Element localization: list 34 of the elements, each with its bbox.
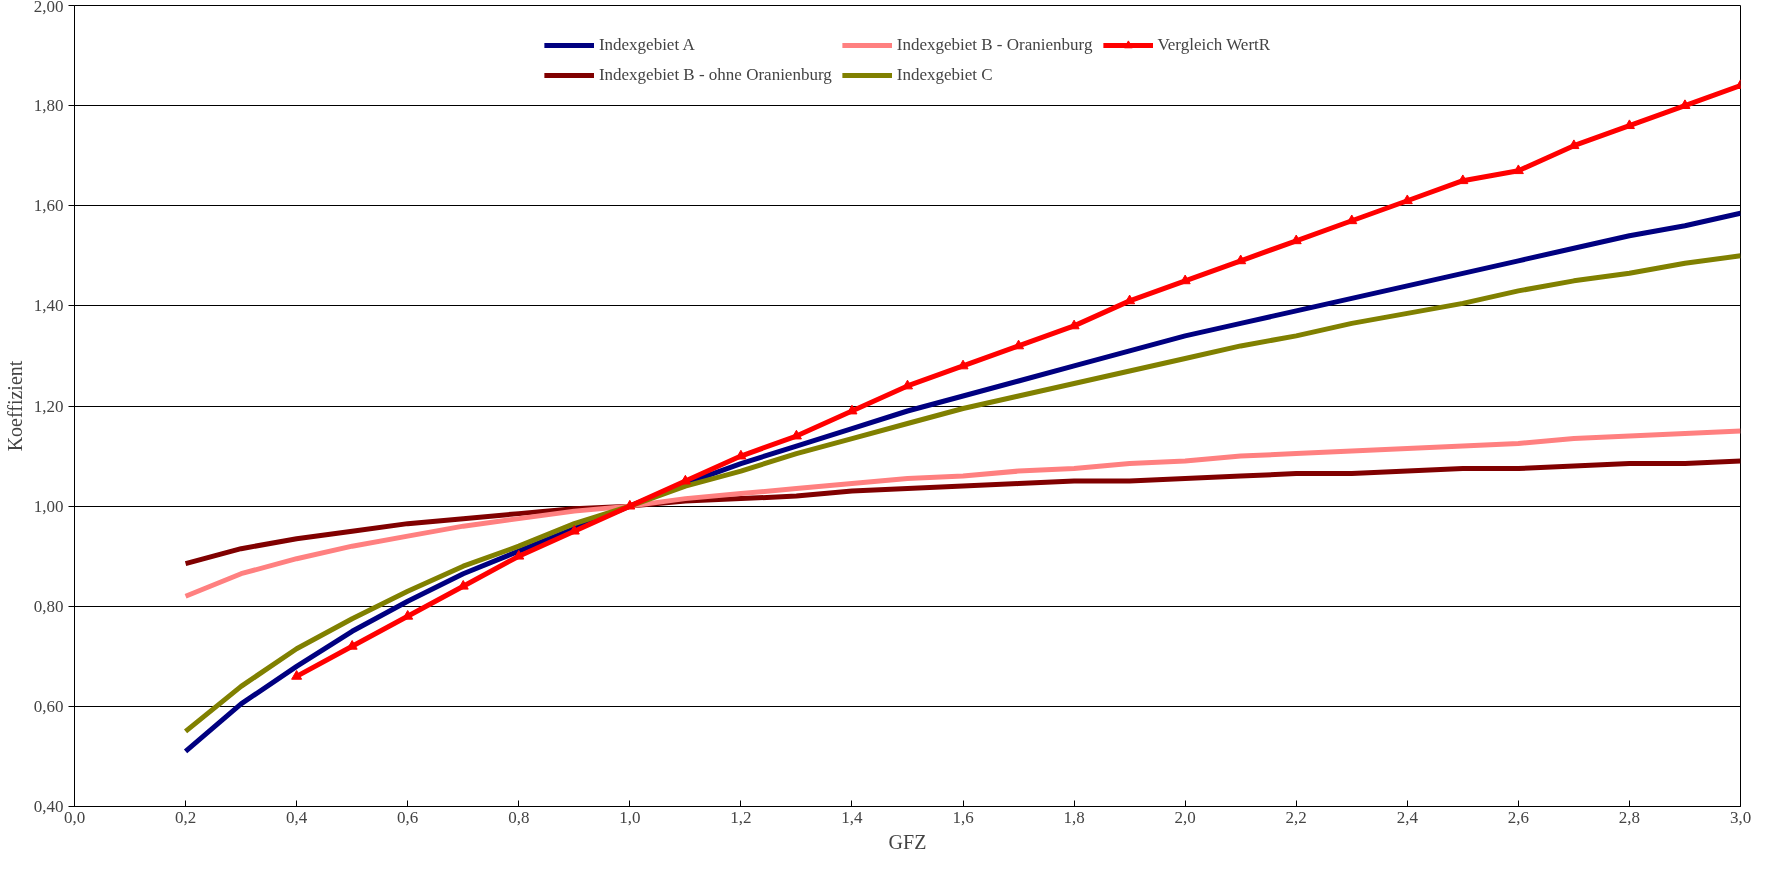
x-tick-label: 1,4 bbox=[841, 807, 864, 827]
legend-label: Indexgebiet B - Oranienburg bbox=[896, 35, 1093, 55]
x-tick-label: 3,0 bbox=[1729, 807, 1752, 827]
x-tick-label: 0,8 bbox=[508, 807, 530, 827]
point bbox=[291, 670, 303, 680]
y-tick-label: 1,40 bbox=[33, 296, 64, 316]
x-tick-label: 1,0 bbox=[619, 807, 641, 827]
y-tick-label: 0,60 bbox=[33, 696, 64, 716]
y-tick-label: 1,60 bbox=[33, 196, 64, 216]
x-tick-label: 1,6 bbox=[952, 807, 974, 827]
x-tick-label: 0,4 bbox=[286, 807, 308, 827]
y-tick-label: 0,40 bbox=[33, 797, 64, 816]
x-tick-label: 0,6 bbox=[397, 807, 419, 827]
y-tick-label: 1,00 bbox=[33, 496, 64, 516]
legend-label: Indexgebiet A bbox=[598, 35, 695, 55]
x-tick-label: 2,6 bbox=[1507, 807, 1529, 827]
x-tick-label: 1,2 bbox=[730, 807, 752, 827]
y-tick-label: 1,80 bbox=[33, 96, 64, 116]
legend-label: Vergleich WertR bbox=[1157, 35, 1271, 55]
y-tick-label: 0,80 bbox=[33, 596, 64, 616]
x-tick-label: 2,4 bbox=[1396, 807, 1419, 827]
x-axis-title: GFZ bbox=[888, 830, 927, 853]
y-tick-label: 2,00 bbox=[33, 0, 64, 16]
x-tick-label: 2,0 bbox=[1174, 807, 1196, 827]
point bbox=[1512, 164, 1524, 175]
x-tick-label: 1,8 bbox=[1063, 807, 1085, 827]
x-tick-label: 0,0 bbox=[63, 807, 86, 827]
legend-label: Indexgebiet C bbox=[896, 65, 993, 85]
y-tick-label: 1,20 bbox=[33, 396, 64, 416]
legend-label: Indexgebiet B - ohne Oranienburg bbox=[598, 65, 832, 85]
x-tick-label: 0,2 bbox=[174, 807, 197, 827]
x-tick-label: 2,2 bbox=[1285, 807, 1307, 827]
x-tick-label: 2,8 bbox=[1618, 807, 1641, 827]
y-axis-title: Koeffizient bbox=[3, 360, 26, 452]
